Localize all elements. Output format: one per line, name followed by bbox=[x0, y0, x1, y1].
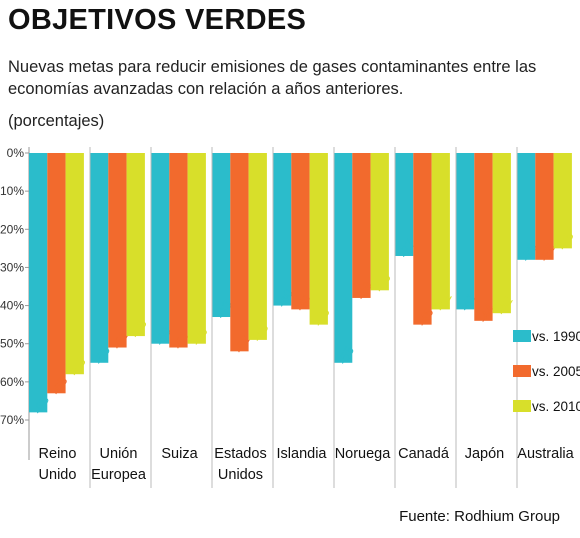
y-tick-label: -10% bbox=[0, 184, 24, 198]
bar bbox=[29, 153, 48, 413]
x-category-label: Estados bbox=[214, 446, 266, 462]
x-category-label: Islandia bbox=[277, 446, 328, 462]
legend-swatch bbox=[513, 330, 531, 342]
x-category-label: Japón bbox=[465, 446, 505, 462]
bar bbox=[273, 153, 292, 306]
bar bbox=[187, 153, 206, 344]
bar bbox=[90, 153, 109, 363]
bar bbox=[535, 153, 554, 260]
bar bbox=[248, 153, 267, 340]
x-category-label: Australia bbox=[517, 446, 574, 462]
bar bbox=[169, 153, 188, 348]
legend-label: vs. 1990 bbox=[532, 329, 580, 344]
source-note: Fuente: Rodhium Group bbox=[399, 508, 560, 525]
bar bbox=[47, 153, 66, 394]
bar bbox=[352, 153, 371, 298]
legend-swatch bbox=[513, 400, 531, 412]
legend-label: vs. 2010 bbox=[532, 399, 580, 414]
legend-label: vs. 2005 bbox=[532, 364, 580, 379]
bar bbox=[108, 153, 127, 348]
y-tick-label: -20% bbox=[0, 222, 24, 236]
units-label: (porcentajes) bbox=[8, 112, 105, 130]
bar bbox=[395, 153, 414, 256]
bar bbox=[126, 153, 145, 337]
legend-swatch bbox=[513, 365, 531, 377]
chart-subtitle: Nuevas metas para reducir emisiones de g… bbox=[8, 58, 537, 98]
bar bbox=[517, 153, 536, 260]
bar bbox=[151, 153, 170, 344]
y-tick-label: -50% bbox=[0, 337, 24, 351]
x-category-label: Unidos bbox=[218, 467, 263, 483]
y-tick-label: -60% bbox=[0, 375, 24, 389]
bar bbox=[291, 153, 310, 310]
bar bbox=[431, 153, 450, 310]
chart-title: OBJETIVOS VERDES bbox=[8, 4, 307, 36]
x-category-label: Canadá bbox=[398, 446, 450, 462]
bar bbox=[474, 153, 493, 321]
x-category-label: Suiza bbox=[161, 446, 198, 462]
bar bbox=[370, 153, 389, 291]
x-category-label: Europea bbox=[91, 467, 147, 483]
x-category-label: Unido bbox=[39, 467, 77, 483]
bar bbox=[492, 153, 511, 314]
y-tick-label: 0% bbox=[7, 146, 25, 160]
x-category-label: Unión bbox=[100, 446, 138, 462]
y-tick-label: -30% bbox=[0, 260, 24, 274]
bar bbox=[309, 153, 328, 325]
x-category-label: Noruega bbox=[335, 446, 392, 462]
bar bbox=[212, 153, 231, 318]
y-tick-label: -70% bbox=[0, 413, 24, 427]
bar bbox=[456, 153, 475, 310]
bar bbox=[413, 153, 432, 325]
bar bbox=[230, 153, 249, 352]
bar bbox=[553, 153, 572, 249]
bar bbox=[65, 153, 84, 375]
y-tick-label: -40% bbox=[0, 299, 24, 313]
bar bbox=[334, 153, 353, 363]
x-category-label: Reino bbox=[39, 446, 77, 462]
